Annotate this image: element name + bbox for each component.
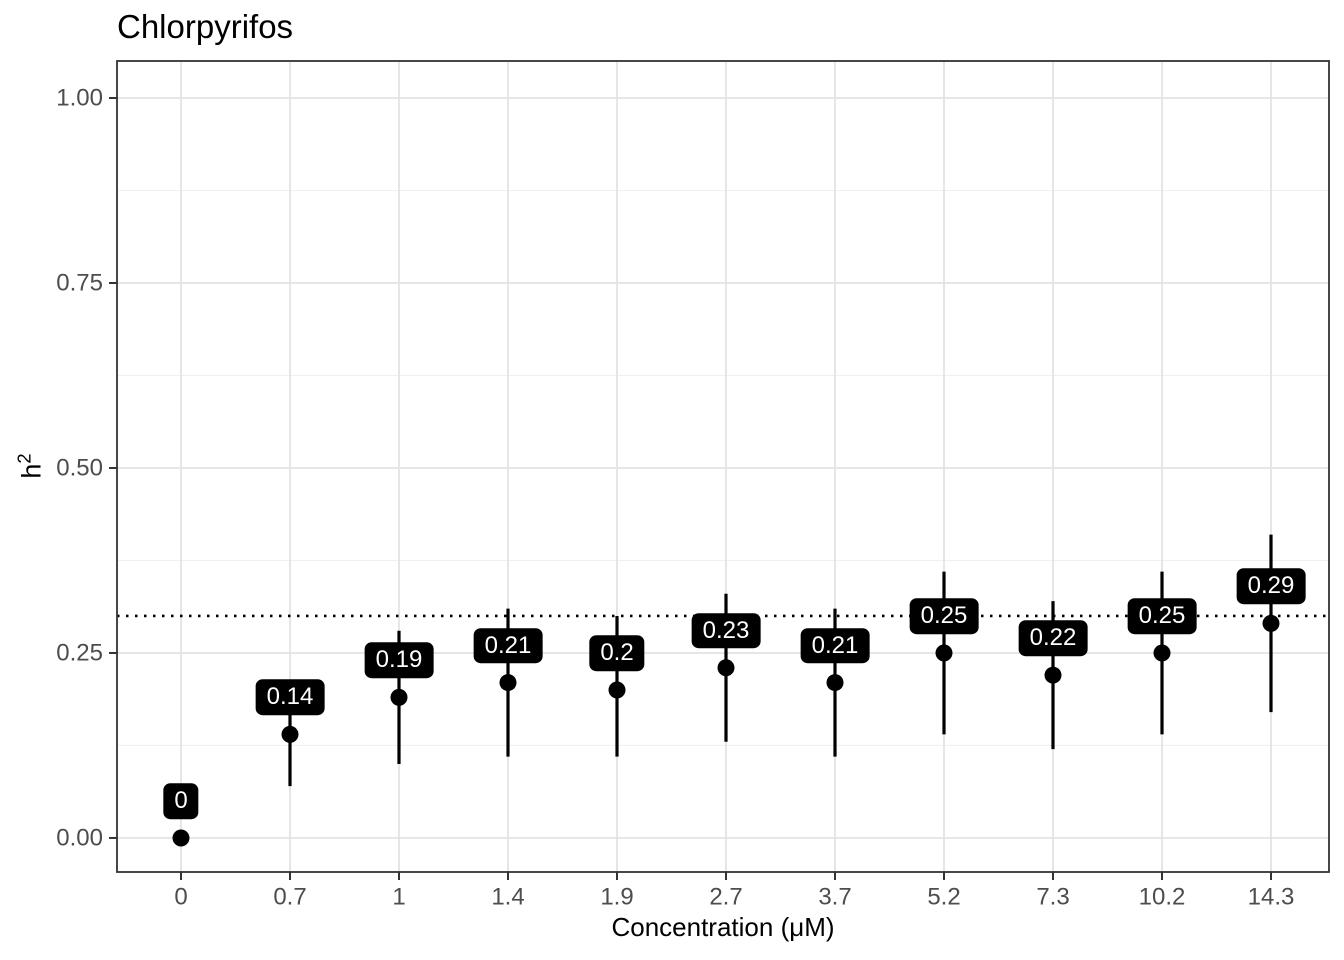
data-point [717, 659, 735, 677]
data-point [499, 674, 517, 692]
x-axis-title: Concentration (μM) [611, 912, 835, 942]
x-tick-label: 0.7 [273, 884, 306, 911]
y-tick-label: 0.00 [56, 824, 103, 851]
x-tick-label: 0 [174, 884, 187, 911]
x-tick-label: 2.7 [709, 884, 742, 911]
x-tick-label: 5.2 [927, 884, 960, 911]
data-point [390, 688, 408, 706]
data-point [608, 681, 626, 699]
data-point [172, 829, 190, 847]
x-tick-label: 3.7 [818, 884, 851, 911]
x-tick-label: 1.9 [600, 884, 633, 911]
data-point [1262, 614, 1280, 632]
panel-background [117, 61, 1329, 872]
data-point [935, 644, 953, 662]
x-tick-label: 10.2 [1139, 884, 1186, 911]
x-tick-label: 7.3 [1036, 884, 1069, 911]
data-point [826, 674, 844, 692]
y-tick-label: 0.25 [56, 639, 103, 666]
data-point [281, 725, 299, 743]
data-point [1153, 644, 1171, 662]
x-tick-label: 1.4 [491, 884, 524, 911]
y-tick-label: 0.50 [56, 454, 103, 481]
data-point [1044, 666, 1062, 684]
y-tick-label: 0.75 [56, 269, 103, 296]
panel-border [116, 60, 1330, 873]
x-tick-label: 1 [392, 884, 405, 911]
chart-title: Chlorpyrifos [117, 8, 294, 45]
x-tick-label: 14.3 [1248, 884, 1295, 911]
y-tick-label: 1.00 [56, 84, 103, 111]
